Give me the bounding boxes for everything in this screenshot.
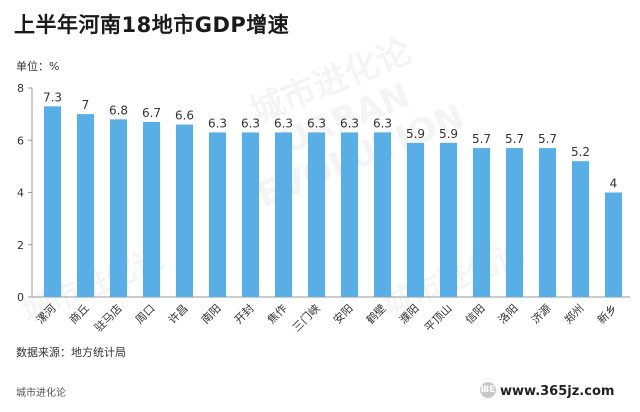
bar [307,132,326,297]
x-tick-label: 洛阳 [495,301,520,326]
x-tick-label: 信阳 [463,302,488,327]
x-tick-label: 驻马店 [91,301,124,334]
bar [406,142,425,297]
bar [571,161,590,297]
x-tick-label: 济源 [528,301,553,326]
bar [241,132,260,297]
bar-value-label: 6.7 [142,106,161,120]
bar-value-label: 5.9 [439,127,458,141]
bar-value-label: 5.9 [406,127,425,141]
unit-label: 单位：% [16,60,60,73]
page-title: 上半年河南18地市GDP增速 [14,13,290,37]
bar-value-label: 6.3 [274,116,293,130]
source-label: 数据来源：地方统计局 [16,346,126,359]
bar-value-label: 6.3 [373,116,392,130]
bar [373,132,392,297]
bar [43,106,62,297]
x-tick-label: 漯河 [34,302,59,327]
bar [76,114,95,297]
x-tick-label: 商丘 [66,301,91,326]
x-tick-label: 鹤壁 [363,301,388,326]
bar-value-label: 7 [82,98,90,112]
bar-value-label: 6.8 [109,103,128,117]
x-tick-label: 南阳 [199,302,224,327]
watermark-logo-icon: ⅢE [480,382,496,398]
y-tick-label: 0 [17,291,24,304]
bar [274,132,293,297]
bar-value-label: 6.6 [175,109,194,123]
bar-value-label: 6.3 [241,116,260,130]
bar [439,142,458,297]
bar [472,148,491,297]
x-tick-label: 安阳 [330,301,355,326]
x-tick-label: 周口 [133,302,158,327]
watermark-url: www.365jz.com [500,384,615,399]
x-tick-label: 郑州 [561,301,586,326]
y-tick-label: 2 [17,239,24,252]
bar-value-label: 5.7 [472,132,491,146]
y-tick-label: 8 [17,82,24,95]
bar [340,132,359,297]
footer-brand: 城市进化论 [16,388,66,399]
bar-value-label: 6.3 [307,116,326,130]
bar-value-label: 5.7 [538,132,557,146]
bar-value-label: 7.3 [43,90,62,104]
bar-value-label: 6.3 [340,116,359,130]
x-tick-label: 开封 [231,301,256,326]
bar [142,121,161,298]
x-tick-label: 许昌 [166,302,191,327]
bar [505,148,524,297]
bar-value-label: 6.3 [208,116,227,130]
x-tick-label: 平顶山 [422,302,455,335]
bar [208,132,227,297]
x-tick-label: 三门峡 [289,301,322,334]
bar-value-label: 5.2 [571,145,590,159]
bar [175,124,194,297]
x-tick-label: 焦作 [265,302,290,327]
y-tick-label: 4 [17,187,24,200]
bar [538,148,557,297]
bar-chart: 0 2 4 6 8 7.3 漯河 7 商丘 6.8 驻马店 6.7 周口 6.6 许昌 6.3 南阳 6.3 开封 6… [17,82,630,335]
bar [604,192,623,297]
y-tick-label: 6 [17,134,24,147]
bar [109,119,128,297]
x-tick-label: 新乡 [594,301,619,326]
x-tick-label: 濮阳 [396,301,421,326]
bar-value-label: 5.7 [505,132,524,146]
bar-value-label: 4 [610,177,618,191]
